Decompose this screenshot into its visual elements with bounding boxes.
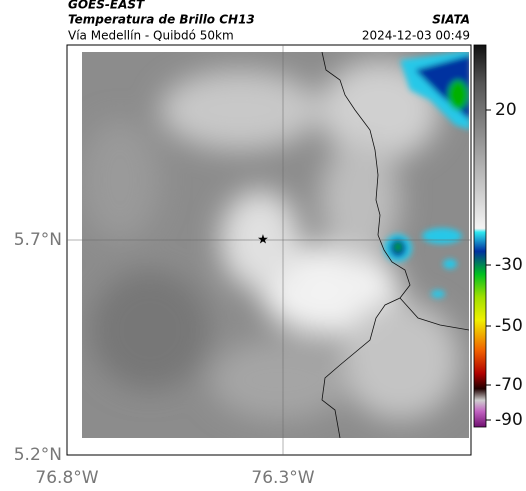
subtitle: Vía Medellín - Quibdó 50km — [68, 29, 234, 43]
source: GOES-EAST — [68, 0, 145, 12]
colorbar-tick-label: 20 — [495, 100, 517, 120]
title: Temperatura de Brillo CH13 — [68, 13, 255, 27]
location-marker: ★ — [257, 233, 269, 248]
colorbar-tick-label: -30 — [495, 255, 523, 275]
colorbar-tick-label: -90 — [495, 410, 523, 430]
satellite-image — [82, 52, 469, 438]
lon-labels: 76.8°W 76.3°W — [35, 468, 314, 488]
boundary-line — [399, 297, 469, 331]
boundary-line — [321, 52, 411, 438]
timestamp: 2024-12-03 00:49 — [362, 29, 470, 43]
colorbar-tick-label: -70 — [495, 375, 523, 395]
agency: SIATA — [432, 13, 470, 27]
lon-label: 76.8°W — [35, 468, 98, 488]
colorbar-ticks: 20 -30 -50 -70 -90 — [486, 100, 523, 430]
lat-label: 5.7°N — [14, 230, 62, 250]
lon-label: 76.3°W — [251, 468, 314, 488]
colorbar — [473, 44, 487, 428]
lat-labels: 5.7°N 5.2°N — [14, 230, 62, 465]
lat-label: 5.2°N — [14, 445, 62, 465]
colorbar-tick-label: -50 — [495, 316, 523, 336]
